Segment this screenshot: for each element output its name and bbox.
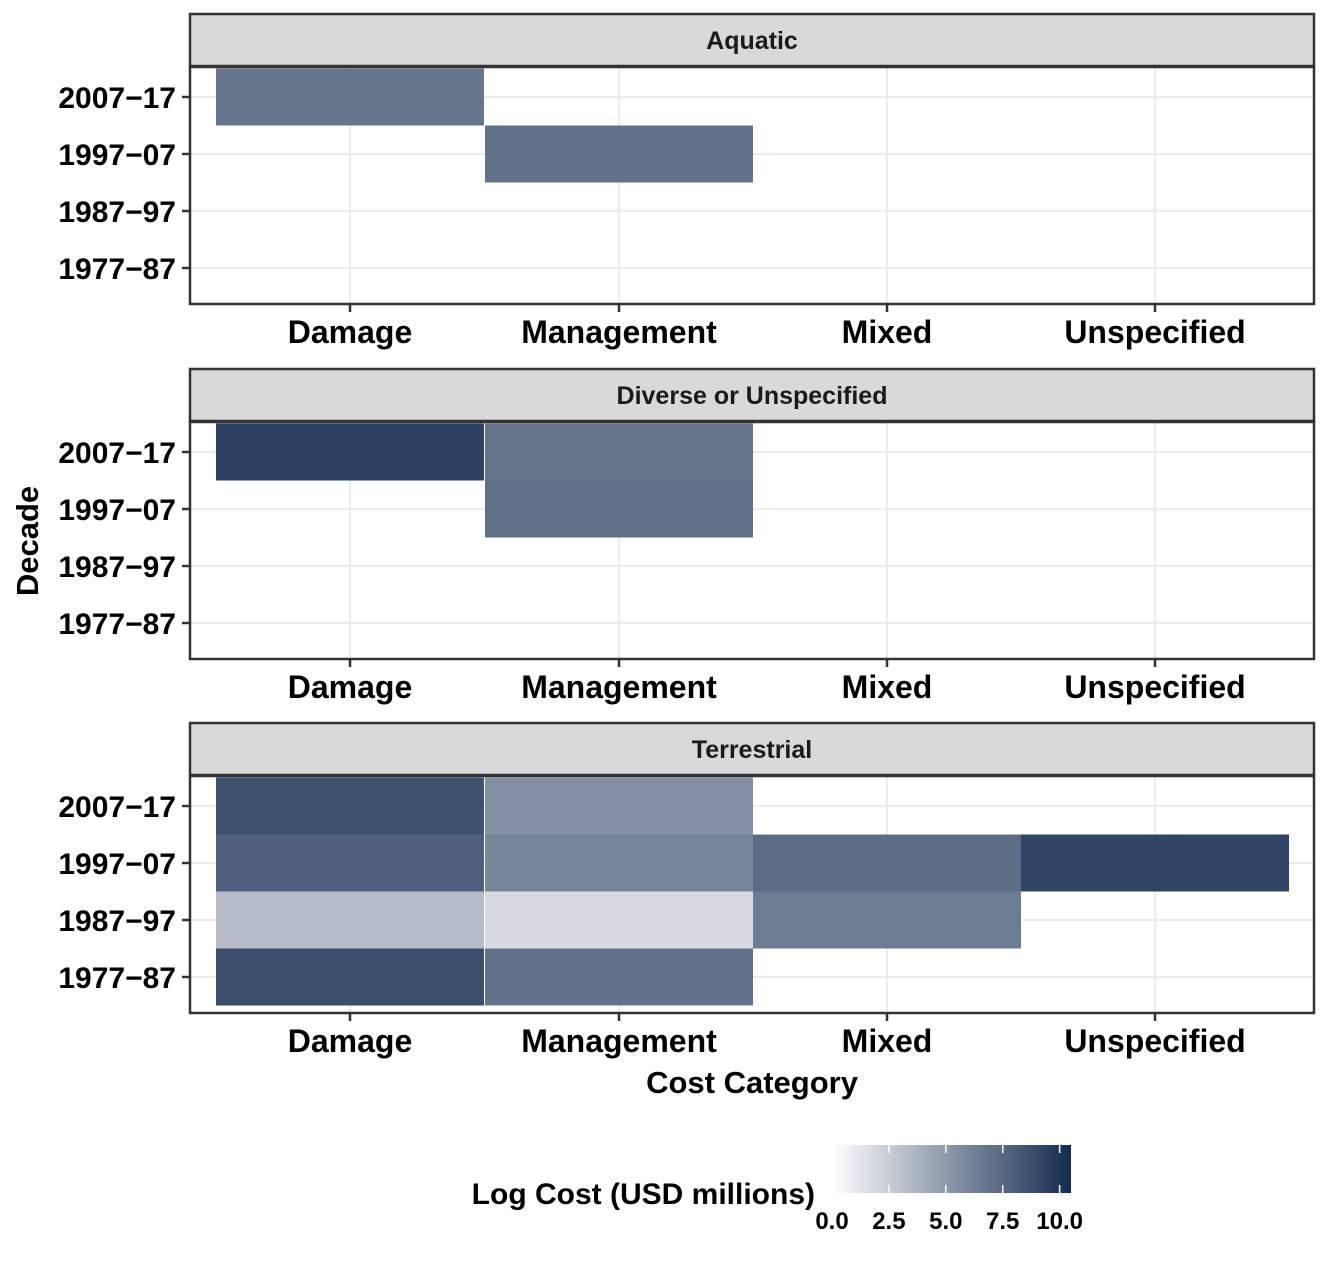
x-tick-label: Mixed [842, 669, 933, 705]
legend-tick-label: 7.5 [986, 1208, 1019, 1235]
x-tick-label: Unspecified [1064, 669, 1245, 705]
legend-tick-label: 0.0 [815, 1208, 848, 1235]
facet-strip-label: Diverse or Unspecified [617, 382, 888, 410]
heatmap-tile [485, 423, 753, 481]
y-tick-label: 2007−17 [58, 82, 176, 115]
heatmap-tile [485, 777, 753, 835]
facet-diverse-or-unspecified: Diverse or Unspecified 2007−17 1997−07 1987… [58, 367, 1316, 705]
facet-panels: Aquatic 2007−17 1997−07 1987−97 1977−87 Damag… [58, 12, 1316, 1059]
y-tick-label: 1997−07 [58, 494, 176, 527]
heatmap-tile [485, 948, 753, 1006]
panel-border [188, 774, 1316, 1015]
heatmap-tile [216, 948, 484, 1006]
facet-terrestrial: Terrestrial 2007−17 1997−07 1987−97 1977−87 D… [58, 721, 1316, 1059]
legend-tick-label: 2.5 [872, 1208, 905, 1235]
x-tick-label: Unspecified [1064, 314, 1245, 350]
panel-border [188, 65, 1316, 306]
x-tick-label: Management [521, 669, 717, 705]
y-tick-label: 2007−17 [58, 791, 176, 824]
heatmap-tile [216, 891, 484, 949]
x-tick-label: Unspecified [1064, 1023, 1245, 1059]
heatmap-tile [216, 68, 484, 126]
y-tick-label: 1977−87 [58, 253, 176, 286]
facet-aquatic: Aquatic 2007−17 1997−07 1987−97 1977−87 Damag… [58, 12, 1316, 350]
y-tick-label: 1987−97 [58, 905, 176, 938]
legend-colorbar [832, 1145, 1071, 1193]
y-tick-label: 1977−87 [58, 608, 176, 641]
heatmap-tile [753, 834, 1021, 892]
heatmap-tile [485, 834, 753, 892]
x-tick-label: Mixed [842, 314, 933, 350]
x-tick-label: Mixed [842, 1023, 933, 1059]
legend-tick-label: 5.0 [929, 1208, 962, 1235]
heatmap-tile [216, 777, 484, 835]
y-tick-label: 1997−07 [58, 139, 176, 172]
y-axis-title: Decade [10, 486, 45, 596]
y-tick-label: 1987−97 [58, 196, 176, 229]
heatmap-tile [216, 834, 484, 892]
x-tick-label: Damage [288, 314, 413, 350]
heatmap-tile [216, 423, 484, 481]
panel-border [188, 420, 1316, 661]
x-tick-label: Damage [288, 669, 413, 705]
x-tick-label: Management [521, 314, 717, 350]
x-tick-label: Damage [288, 1023, 413, 1059]
facet-strip-label: Aquatic [706, 27, 798, 55]
y-tick-label: 1997−07 [58, 848, 176, 881]
heatmap-tile [485, 480, 753, 538]
y-tick-label: 1977−87 [58, 962, 176, 995]
x-axis-title: Cost Category [646, 1065, 859, 1100]
legend-title: Log Cost (USD millions) [472, 1178, 815, 1211]
heatmap-tile [1021, 834, 1289, 892]
facet-strip-label: Terrestrial [692, 736, 812, 764]
legend-ticks: 0.0 2.5 5.0 7.5 10.0 [815, 1145, 1083, 1235]
x-tick-label: Management [521, 1023, 717, 1059]
heatmap-tile [485, 125, 753, 183]
color-legend: Log Cost (USD millions) 0.0 2.5 5.0 7.5 10.0 [472, 1145, 1083, 1235]
heatmap-tile [753, 891, 1021, 949]
facet-strip [188, 12, 1316, 68]
heatmap-tile [485, 891, 753, 949]
y-tick-label: 2007−17 [58, 437, 176, 470]
y-tick-label: 1987−97 [58, 551, 176, 584]
legend-tick-label: 10.0 [1036, 1208, 1083, 1235]
